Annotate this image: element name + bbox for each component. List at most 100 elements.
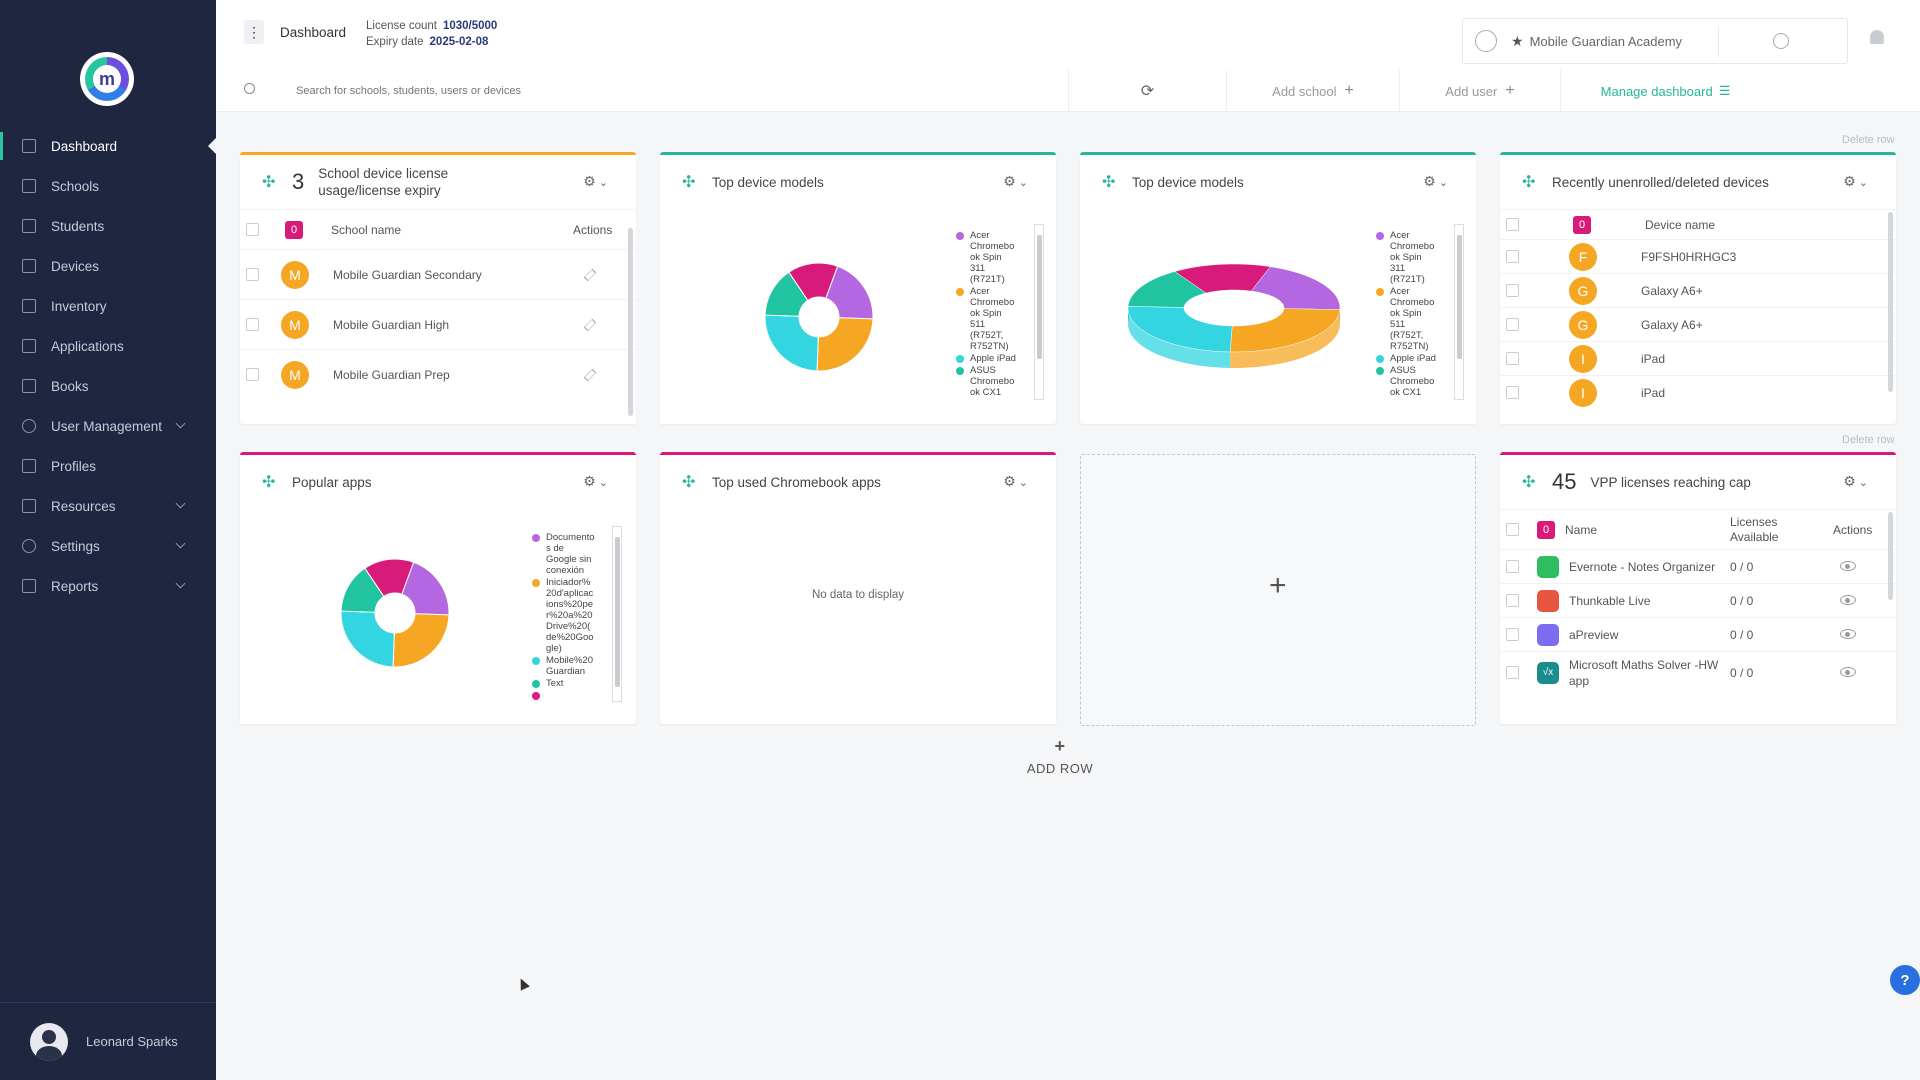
user-profile[interactable]: Leonard Sparks <box>0 1002 216 1080</box>
table-row[interactable]: Evernote - Notes Organizer 0 / 0 <box>1500 549 1896 583</box>
donut-slice[interactable] <box>764 314 819 372</box>
legend-item[interactable]: ASUS Chromebo ok CX1 <box>1376 365 1438 398</box>
row-checkbox[interactable] <box>1506 386 1519 399</box>
add-widget-slot[interactable]: + <box>1080 454 1476 726</box>
move-icon[interactable]: ✣ <box>1522 474 1536 491</box>
add-school-button[interactable]: Add school + <box>1226 70 1399 112</box>
move-icon[interactable]: ✣ <box>1522 174 1536 191</box>
donut-slice[interactable] <box>788 262 839 302</box>
table-row[interactable]: Thunkable Live 0 / 0 <box>1500 583 1896 617</box>
legend-scrollbar[interactable] <box>612 526 622 702</box>
table-row[interactable]: I iPad <box>1500 375 1896 409</box>
move-icon[interactable]: ✣ <box>262 474 276 491</box>
sidebar-item-students[interactable]: Students <box>0 206 216 246</box>
row-checkbox[interactable] <box>246 368 259 381</box>
donut-slice[interactable] <box>392 613 450 668</box>
legend-scrollbar[interactable] <box>1034 224 1044 400</box>
gear-icon[interactable]: ⚙ <box>1003 173 1028 190</box>
scrollbar[interactable] <box>1888 212 1893 392</box>
legend-item[interactable]: Acer Chromebo ok Spin 511 (R752T, R752TN… <box>956 286 1018 352</box>
select-all-checkbox[interactable] <box>1506 523 1519 536</box>
row-checkbox[interactable] <box>1506 284 1519 297</box>
row-checkbox[interactable] <box>1506 318 1519 331</box>
more-menu-icon[interactable]: ⋮ <box>244 20 264 44</box>
edit-pencil-icon[interactable] <box>583 368 597 382</box>
manage-dashboard-button[interactable]: Manage dashboard ☰ <box>1560 70 1770 112</box>
add-user-button[interactable]: Add user + <box>1399 70 1560 112</box>
table-row[interactable]: M Mobile Guardian High <box>240 299 636 349</box>
select-all-checkbox[interactable] <box>1506 218 1519 231</box>
user-settings-icon[interactable] <box>1773 33 1789 49</box>
table-row[interactable]: M Mobile Guardian Prep <box>240 349 636 399</box>
donut-slice[interactable] <box>825 265 874 320</box>
eye-icon[interactable] <box>1840 595 1856 605</box>
sidebar-item-devices[interactable]: Devices <box>0 246 216 286</box>
row-checkbox[interactable] <box>1506 352 1519 365</box>
legend-item[interactable]: Iniciador% 20d'aplicac ions%20pe r%20a%2… <box>532 577 596 654</box>
legend-item[interactable]: Apple iPad <box>1376 353 1438 364</box>
table-row[interactable]: I iPad <box>1500 341 1896 375</box>
row-checkbox[interactable] <box>246 268 259 281</box>
move-icon[interactable]: ✣ <box>1102 174 1116 191</box>
move-icon[interactable]: ✣ <box>682 174 696 191</box>
legend-item[interactable] <box>532 690 596 700</box>
sidebar-item-reports[interactable]: Reports <box>0 566 216 606</box>
sidebar-item-schools[interactable]: Schools <box>0 166 216 206</box>
row-checkbox[interactable] <box>1506 628 1519 641</box>
legend-item[interactable]: Acer Chromebo ok Spin 311 (R721T) <box>956 230 1018 285</box>
table-row[interactable]: aPreview 0 / 0 <box>1500 617 1896 651</box>
donut-slice[interactable] <box>1174 263 1271 294</box>
edit-pencil-icon[interactable] <box>583 268 597 282</box>
eye-icon[interactable] <box>1840 629 1856 639</box>
gear-icon[interactable]: ⚙ <box>1003 473 1028 490</box>
table-row[interactable]: M Mobile Guardian Secondary <box>240 249 636 299</box>
sidebar-item-user-management[interactable]: User Management <box>0 406 216 446</box>
eye-icon[interactable] <box>1840 667 1856 677</box>
select-all-checkbox[interactable] <box>246 223 259 236</box>
notification-bell-icon[interactable] <box>1870 30 1884 44</box>
gear-icon[interactable]: ⚙ <box>1423 173 1448 190</box>
school-selector[interactable]: ★ Mobile Guardian Academy <box>1462 18 1848 64</box>
eye-icon[interactable] <box>1840 561 1856 571</box>
row-checkbox[interactable] <box>1506 250 1519 263</box>
sidebar-item-resources[interactable]: Resources <box>0 486 216 526</box>
legend-item[interactable]: ASUS Chromebo ok CX1 <box>956 365 1018 398</box>
refresh-button[interactable]: ⟳ <box>1068 70 1226 112</box>
legend-scrollbar[interactable] <box>1454 224 1464 400</box>
legend-item[interactable]: Text <box>532 678 596 689</box>
edit-pencil-icon[interactable] <box>583 318 597 332</box>
sidebar-item-inventory[interactable]: Inventory <box>0 286 216 326</box>
sidebar-item-books[interactable]: Books <box>0 366 216 406</box>
scrollbar[interactable] <box>628 228 633 416</box>
gear-icon[interactable]: ⚙ <box>583 473 608 490</box>
row-checkbox[interactable] <box>1506 560 1519 573</box>
sidebar-item-dashboard[interactable]: Dashboard <box>0 126 216 166</box>
sidebar-item-profiles[interactable]: Profiles <box>0 446 216 486</box>
delete-row-link[interactable]: Delete row <box>1842 134 1895 146</box>
delete-row-link[interactable]: Delete row <box>1842 434 1895 446</box>
table-row[interactable]: √x Microsoft Maths Solver -HW app 0 / 0 <box>1500 651 1896 693</box>
table-row[interactable]: F F9FSH0HRHGC3 <box>1500 239 1896 273</box>
gear-icon[interactable]: ⚙ <box>1843 473 1868 490</box>
star-icon[interactable]: ★ <box>1511 32 1524 49</box>
table-row[interactable]: G Galaxy A6+ <box>1500 273 1896 307</box>
help-button[interactable]: ? <box>1890 965 1920 995</box>
legend-item[interactable]: Documento s de Google sin conexión <box>532 532 596 576</box>
legend-item[interactable]: Acer Chromebo ok Spin 511 (R752T, R752TN… <box>1376 286 1438 352</box>
gear-icon[interactable]: ⚙ <box>583 173 608 190</box>
donut-slice[interactable] <box>364 558 415 598</box>
sidebar-item-settings[interactable]: Settings <box>0 526 216 566</box>
mobile-guardian-logo[interactable]: m <box>80 52 134 106</box>
move-icon[interactable]: ✣ <box>262 174 276 191</box>
row-checkbox[interactable] <box>1506 594 1519 607</box>
scrollbar[interactable] <box>1888 512 1893 600</box>
move-icon[interactable]: ✣ <box>682 474 696 491</box>
add-row-button[interactable]: + ADD ROW <box>1000 736 1120 776</box>
donut-slice[interactable] <box>816 317 874 372</box>
sidebar-item-applications[interactable]: Applications <box>0 326 216 366</box>
search-input[interactable] <box>296 80 856 102</box>
table-row[interactable]: G Galaxy A6+ <box>1500 307 1896 341</box>
legend-item[interactable]: Apple iPad <box>956 353 1018 364</box>
row-checkbox[interactable] <box>1506 666 1519 679</box>
donut-slice[interactable] <box>401 561 450 616</box>
